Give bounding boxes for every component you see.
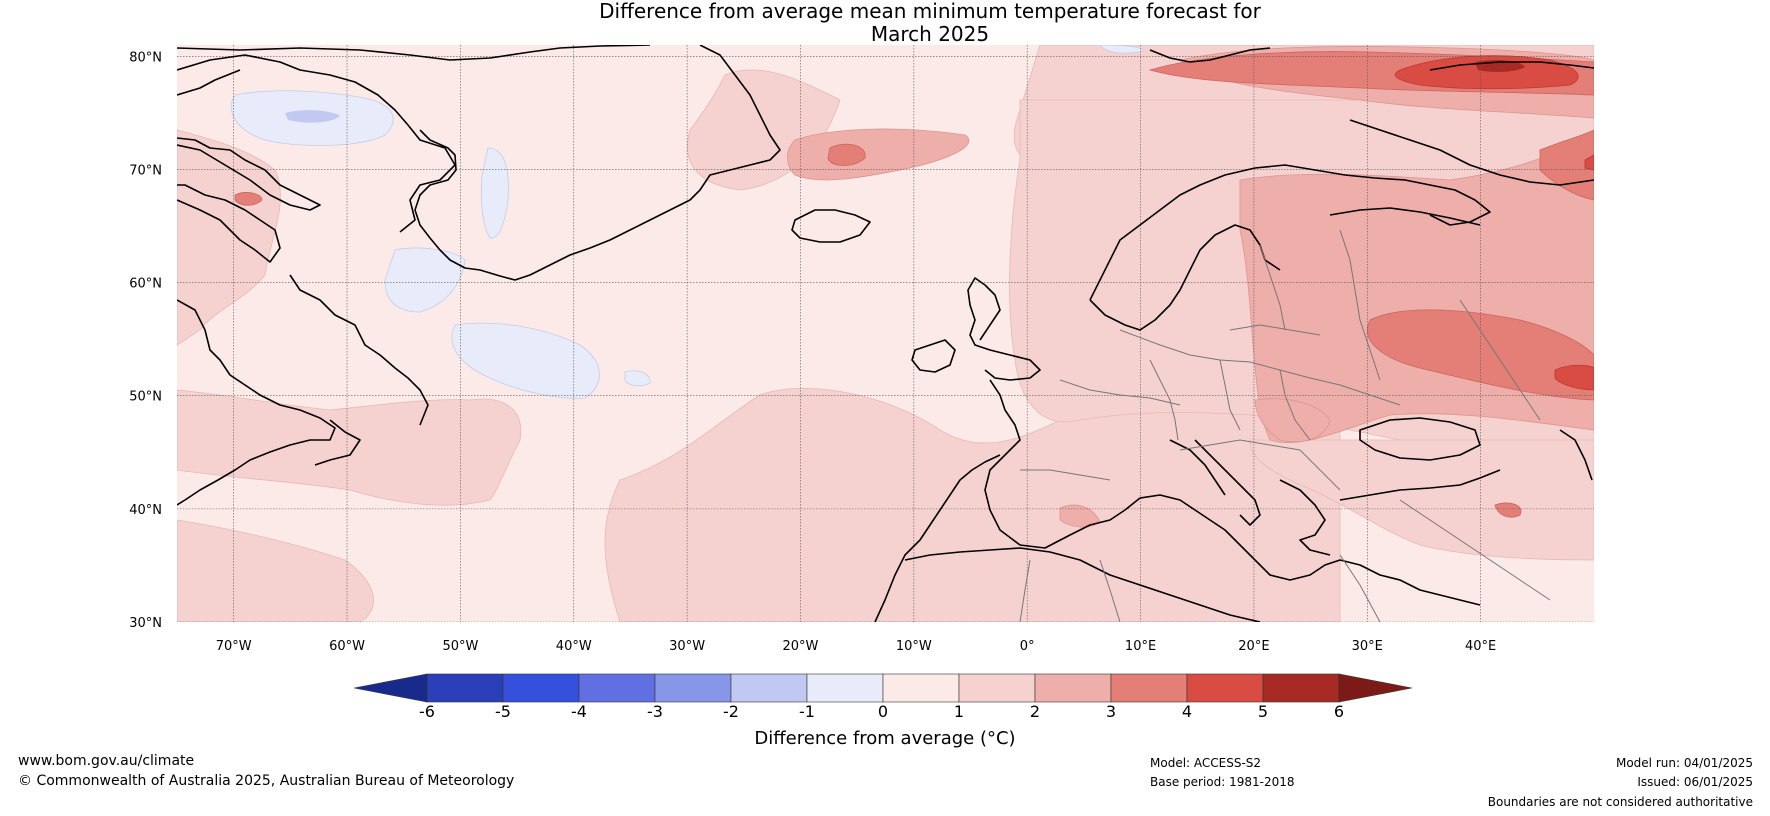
anomaly-field-4-5 [1394, 55, 1594, 391]
latitude-labels: 80°N 70°N 60°N 50°N 40°N 30°N [129, 50, 162, 631]
colorbar-segment [958, 673, 1036, 703]
footer-model-run: Model run: 04/01/2025 [1615, 756, 1753, 770]
lon-label: 40°W [556, 639, 592, 654]
title-line-2: March 2025 [870, 22, 990, 46]
colorbar-tick-label: -3 [647, 702, 663, 721]
footer-base-period: Base period: 1981-2018 [1150, 775, 1295, 789]
footer-disclaimer: Boundaries are not considered authoritat… [1487, 795, 1753, 809]
lat-label: 70°N [129, 163, 162, 178]
colorbar-segment [1186, 673, 1264, 703]
lon-label: 10°W [896, 639, 932, 654]
colorbar-tick-label: 5 [1258, 702, 1268, 721]
longitude-labels: 70°W 60°W 50°W 40°W 30°W 20°W 10°W 0° 10°E 20°E 30… [216, 639, 1497, 654]
footer-issued: Issued: 06/01/2025 [1637, 775, 1753, 789]
political-borders [1019, 229, 1551, 622]
colorbar-label: Difference from average (°C) [754, 728, 1016, 749]
colorbar-segment [882, 673, 960, 703]
colorbar-tick-label: -4 [571, 702, 587, 721]
colorbar-segment [806, 673, 884, 703]
lat-label: 80°N [129, 50, 162, 65]
colorbar-tick-label: -5 [495, 702, 511, 721]
lon-label: 60°W [329, 639, 365, 654]
lon-label: 0° [1020, 639, 1035, 654]
colorbar-segment [1034, 673, 1112, 703]
title-line-1: Difference from average mean minimum tem… [599, 0, 1261, 23]
colorbar-segment [1262, 673, 1340, 703]
lon-label: 40°E [1465, 639, 1496, 654]
lon-label: 30°E [1352, 639, 1383, 654]
colorbar-tick-label: -6 [419, 702, 435, 721]
colorbar-segment [426, 673, 504, 703]
lat-label: 50°N [129, 390, 162, 405]
anomaly-field-neg2-neg1 [285, 110, 340, 123]
colorbar-segment [730, 673, 808, 703]
footer-model: Model: ACCESS-S2 [1150, 756, 1262, 770]
chart-title: Difference from average mean minimum tem… [0, 0, 1770, 46]
lat-label: 40°N [129, 503, 162, 518]
colorbar-tick-label: 2 [1030, 702, 1040, 721]
footer-website: www.bom.gov.au/climate [18, 753, 195, 769]
colorbar-ticks: -6 -5 -4 -3 -2 -1 0 1 2 3 4 5 6 [419, 702, 1344, 721]
graticule [177, 45, 1594, 622]
colorbar [353, 673, 1413, 703]
colorbar-tick-label: 0 [878, 702, 888, 721]
colorbar-tick-label: 1 [954, 702, 964, 721]
colorbar-tick-label: -1 [799, 702, 815, 721]
coastlines [177, 45, 1594, 622]
footer-copyright: © Commonwealth of Australia 2025, Austra… [18, 773, 515, 789]
lat-label: 60°N [129, 277, 162, 292]
colorbar-extend-high [1338, 673, 1413, 703]
colorbar-segment [578, 673, 656, 703]
lat-label: 30°N [129, 616, 162, 631]
colorbar-tick-label: 4 [1182, 702, 1192, 721]
colorbar-tick-label: 6 [1334, 702, 1344, 721]
lon-label: 30°W [669, 639, 705, 654]
map-area [177, 45, 1594, 622]
lon-label: 20°W [783, 639, 819, 654]
colorbar-segment [1110, 673, 1188, 703]
colorbar-segment [654, 673, 732, 703]
lon-label: 70°W [216, 639, 252, 654]
colorbar-extend-low [353, 673, 428, 703]
colorbar-segment [502, 673, 580, 703]
colorbar-tick-label: 3 [1106, 702, 1116, 721]
lon-label: 10°E [1125, 639, 1156, 654]
colorbar-tick-label: -2 [723, 702, 739, 721]
lon-label: 20°E [1238, 639, 1269, 654]
lon-label: 50°W [442, 639, 478, 654]
anomaly-field-neg1-0 [230, 45, 1143, 399]
